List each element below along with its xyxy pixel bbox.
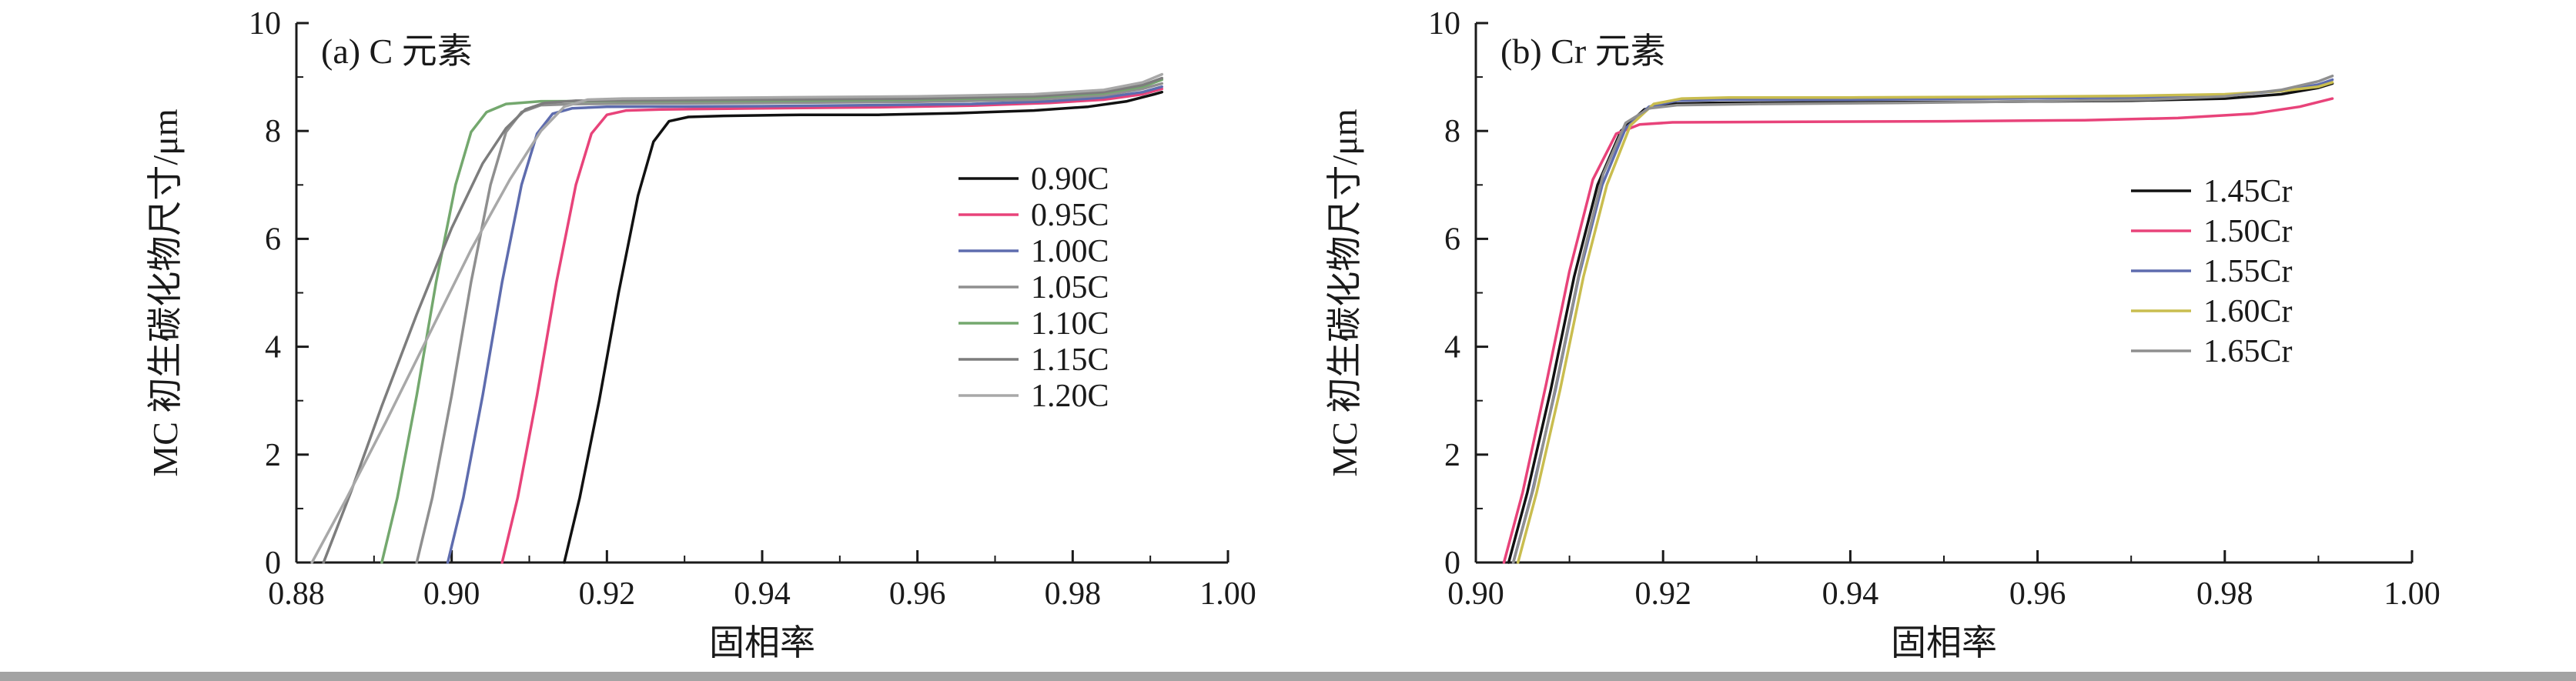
legend-label-1.15C: 1.15C xyxy=(1031,342,1109,378)
x-tick-label: 0.94 xyxy=(1822,576,1879,612)
y-tick-label: 4 xyxy=(265,330,281,366)
y-tick-label: 8 xyxy=(1444,114,1460,149)
panel-b-chart: 0.90 0.92 0.94 0.96 0.98 1.00 0 2 4 6 8 10 固相率 MC 初生碳… xyxy=(1325,6,2441,663)
x-tick-label: 0.92 xyxy=(579,576,636,612)
legend-label-1.10C: 1.10C xyxy=(1031,306,1109,342)
series-line-1.00C xyxy=(446,85,1164,564)
legend-label-1.20C: 1.20C xyxy=(1031,379,1109,414)
panel-label: (a) C 元素 xyxy=(321,32,473,71)
legend-label-1.45Cr: 1.45Cr xyxy=(2203,174,2293,209)
x-tick-label: 1.00 xyxy=(2384,576,2441,612)
series-line-1.20C xyxy=(310,72,1164,564)
x-tick-label: 0.90 xyxy=(1447,576,1504,612)
y-tick-label: 10 xyxy=(1428,6,1460,42)
y-tick-label: 0 xyxy=(1444,546,1460,581)
legend-label-1.05C: 1.05C xyxy=(1031,270,1109,305)
series-line-1.45Cr xyxy=(1507,82,2334,564)
y-tick-label: 6 xyxy=(265,222,281,257)
y-tick-label: 2 xyxy=(265,438,281,473)
legend-label-0.95C: 0.95C xyxy=(1031,198,1109,233)
y-axis-title: MC 初生碳化物尺寸/μm xyxy=(1325,108,1364,477)
x-tick-label: 0.90 xyxy=(423,576,480,612)
x-axis-title: 固相率 xyxy=(709,623,815,663)
legend-label-1.00C: 1.00C xyxy=(1031,234,1109,269)
x-axis-title: 固相率 xyxy=(1891,623,1997,663)
y-tick-label: 10 xyxy=(249,6,281,42)
series-line-0.95C xyxy=(500,87,1164,564)
y-tick-label: 0 xyxy=(265,546,281,581)
series-line-1.15C xyxy=(322,76,1164,564)
series-line-1.65Cr xyxy=(1511,74,2334,564)
legend-label-1.55Cr: 1.55Cr xyxy=(2203,254,2293,289)
series-line-1.50Cr xyxy=(1502,97,2334,564)
y-axis-title: MC 初生碳化物尺寸/μm xyxy=(146,108,185,477)
y-tick-label: 2 xyxy=(1444,438,1460,473)
x-tick-label: 0.92 xyxy=(1634,576,1691,612)
x-tick-label: 0.96 xyxy=(2009,576,2066,612)
x-tick-label: 0.88 xyxy=(268,576,325,612)
x-tick-label: 0.94 xyxy=(734,576,791,612)
y-tick-label: 6 xyxy=(1444,222,1460,257)
bottom-bar xyxy=(0,672,2576,681)
legend-label-1.60Cr: 1.60Cr xyxy=(2203,294,2293,329)
panel-a-chart: 0.88 0.90 0.92 0.94 0.96 0.98 1.00 0 2 4 6 8 10 固相率 MC… xyxy=(146,6,1256,663)
panel-label: (b) Cr 元素 xyxy=(1500,32,1666,71)
x-tick-label: 0.96 xyxy=(889,576,946,612)
series-line-0.90C xyxy=(563,90,1164,564)
legend-label-1.65Cr: 1.65Cr xyxy=(2203,334,2293,369)
x-tick-label: 1.00 xyxy=(1199,576,1256,612)
y-tick-label: 4 xyxy=(1444,330,1460,366)
legend-label-0.90C: 0.90C xyxy=(1031,162,1109,197)
legend-label-1.50Cr: 1.50Cr xyxy=(2203,214,2293,249)
x-tick-label: 0.98 xyxy=(1045,576,1102,612)
x-tick-label: 0.98 xyxy=(2196,576,2253,612)
y-tick-label: 8 xyxy=(265,114,281,149)
